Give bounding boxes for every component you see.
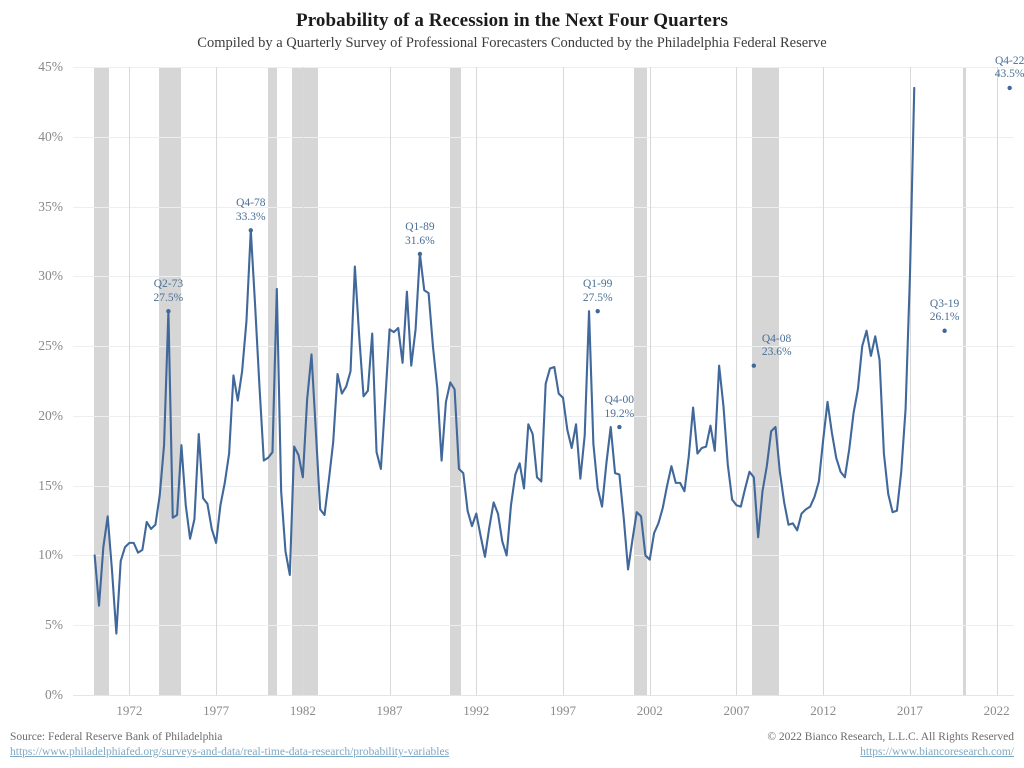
annotation-quarter: Q1-99: [583, 278, 613, 291]
x-gridline: [996, 67, 998, 695]
x-axis-tick-label: 2017: [896, 703, 923, 718]
data-point-annotation: Q4-00 19.2%: [605, 394, 635, 421]
y-axis-tick-label: 35%: [38, 198, 63, 214]
recession-band: [450, 67, 461, 695]
annotation-quarter: Q1-89: [405, 221, 435, 233]
x-axis-tick-label: 1997: [550, 703, 576, 718]
x-gridline: [823, 67, 825, 695]
gridline: [73, 485, 1014, 487]
chart-subtitle: Compiled by a Quarterly Survey of Profes…: [197, 35, 827, 51]
annotation-value: 27.5%: [153, 291, 184, 304]
annotation-quarter: Q4-22: [994, 54, 1024, 67]
gridline: [73, 555, 1014, 557]
x-axis-tick-label: 2007: [723, 703, 750, 718]
x-axis-tick-label: 1972: [116, 703, 143, 718]
annotation-value: 19.2%: [604, 407, 635, 420]
footer-copyright: © 2022 Bianco Research, L.L.C. All Right…: [767, 730, 1014, 760]
annotation-quarter: Q3-19: [929, 297, 960, 310]
data-point-annotation: Q3-19 26.1%: [930, 298, 960, 325]
x-gridline: [736, 67, 738, 695]
gridline: [73, 67, 1014, 68]
gridline: [73, 625, 1014, 627]
recession-band: [962, 67, 967, 695]
annotation-value: 33.3%: [235, 210, 266, 223]
annotation-quarter: Q4-78: [236, 197, 266, 210]
y-axis-tick-label: 25%: [38, 338, 63, 354]
x-gridline: [129, 67, 131, 695]
page-title: Probability of a Recession in the Next F…: [296, 10, 728, 31]
y-axis-tick-label: 15%: [38, 477, 63, 493]
series-line: [73, 85, 1012, 695]
annotation-marker: [417, 251, 423, 257]
annotation-marker: [751, 363, 757, 368]
recession-band: [268, 67, 277, 695]
recession-band: [752, 67, 779, 695]
x-gridline: [302, 67, 304, 695]
annotation-marker: [595, 309, 600, 314]
y-axis-tick-label: 40%: [38, 128, 63, 144]
annotation-quarter: Q4-08: [761, 332, 792, 345]
x-gridline: [216, 67, 218, 695]
x-axis-tick-label: 1987: [376, 703, 403, 718]
x-gridline: [909, 67, 911, 695]
x-axis-tick-label: 2002: [636, 703, 663, 718]
annotation-marker: [942, 328, 947, 333]
plot-area: Q2-73 27.5% Q4-78 33.3% Q1-89 31.6% Q1-99 27.5%…: [38, 55, 1024, 718]
y-axis-tick-label: 20%: [38, 407, 63, 423]
gridline: [73, 346, 1014, 348]
annotation-value: 43.5%: [994, 68, 1024, 81]
x-gridline: [476, 67, 478, 695]
gridline: [73, 695, 1014, 696]
x-axis-tick-label: 2012: [810, 703, 837, 718]
annotation-marker: [166, 309, 171, 314]
y-axis-tick-label: 45%: [38, 59, 63, 74]
footer-source: Source: Federal Reserve Bank of Philadel…: [10, 730, 449, 760]
annotation-marker: [1007, 85, 1012, 91]
y-axis-tick-label: 5%: [45, 617, 63, 633]
annotation-quarter: Q4-00: [604, 394, 635, 407]
gridline: [73, 276, 1014, 278]
copyright-link[interactable]: https://www.biancoresearch.com/: [860, 746, 1014, 758]
gridline: [73, 136, 1014, 138]
data-point-annotation: Q2-73 27.5%: [154, 278, 184, 305]
annotation-value: 31.6%: [405, 234, 435, 247]
data-point-annotation: Q4-08 23.6%: [762, 333, 792, 360]
annotation-quarter: Q2-73: [153, 278, 184, 291]
y-axis-tick-label: 0%: [45, 687, 63, 702]
data-point-annotation: Q1-89 31.6%: [405, 221, 435, 248]
y-axis-tick-label: 10%: [38, 547, 63, 563]
annotation-value: 27.5%: [582, 291, 613, 304]
data-point-annotation: Q1-99 27.5%: [583, 278, 613, 305]
gridline: [73, 206, 1014, 208]
annotation-value: 26.1%: [929, 311, 960, 324]
data-point-annotation: Q4-78 33.3%: [236, 197, 266, 224]
source-label: Source: Federal Reserve Bank of Philadel…: [10, 731, 223, 743]
x-gridline: [389, 67, 391, 695]
annotation-value: 23.6%: [761, 346, 792, 359]
x-gridline: [563, 67, 564, 695]
x-axis-tick-label: 1982: [289, 703, 316, 718]
x-axis-tick-label: 1977: [203, 703, 230, 718]
annotation-marker: [248, 228, 253, 233]
copyright-label: © 2022 Bianco Research, L.L.C. All Right…: [767, 731, 1014, 743]
source-link[interactable]: https://www.philadelphiafed.org/surveys-…: [10, 746, 450, 758]
data-point-annotation: Q4-22 43.5%: [995, 55, 1024, 82]
x-gridline: [649, 67, 651, 695]
annotation-marker: [617, 424, 622, 430]
x-axis-tick-label: 1992: [463, 703, 490, 718]
x-axis-tick-label: 2022: [983, 703, 1010, 718]
y-axis-tick-label: 30%: [38, 268, 63, 284]
